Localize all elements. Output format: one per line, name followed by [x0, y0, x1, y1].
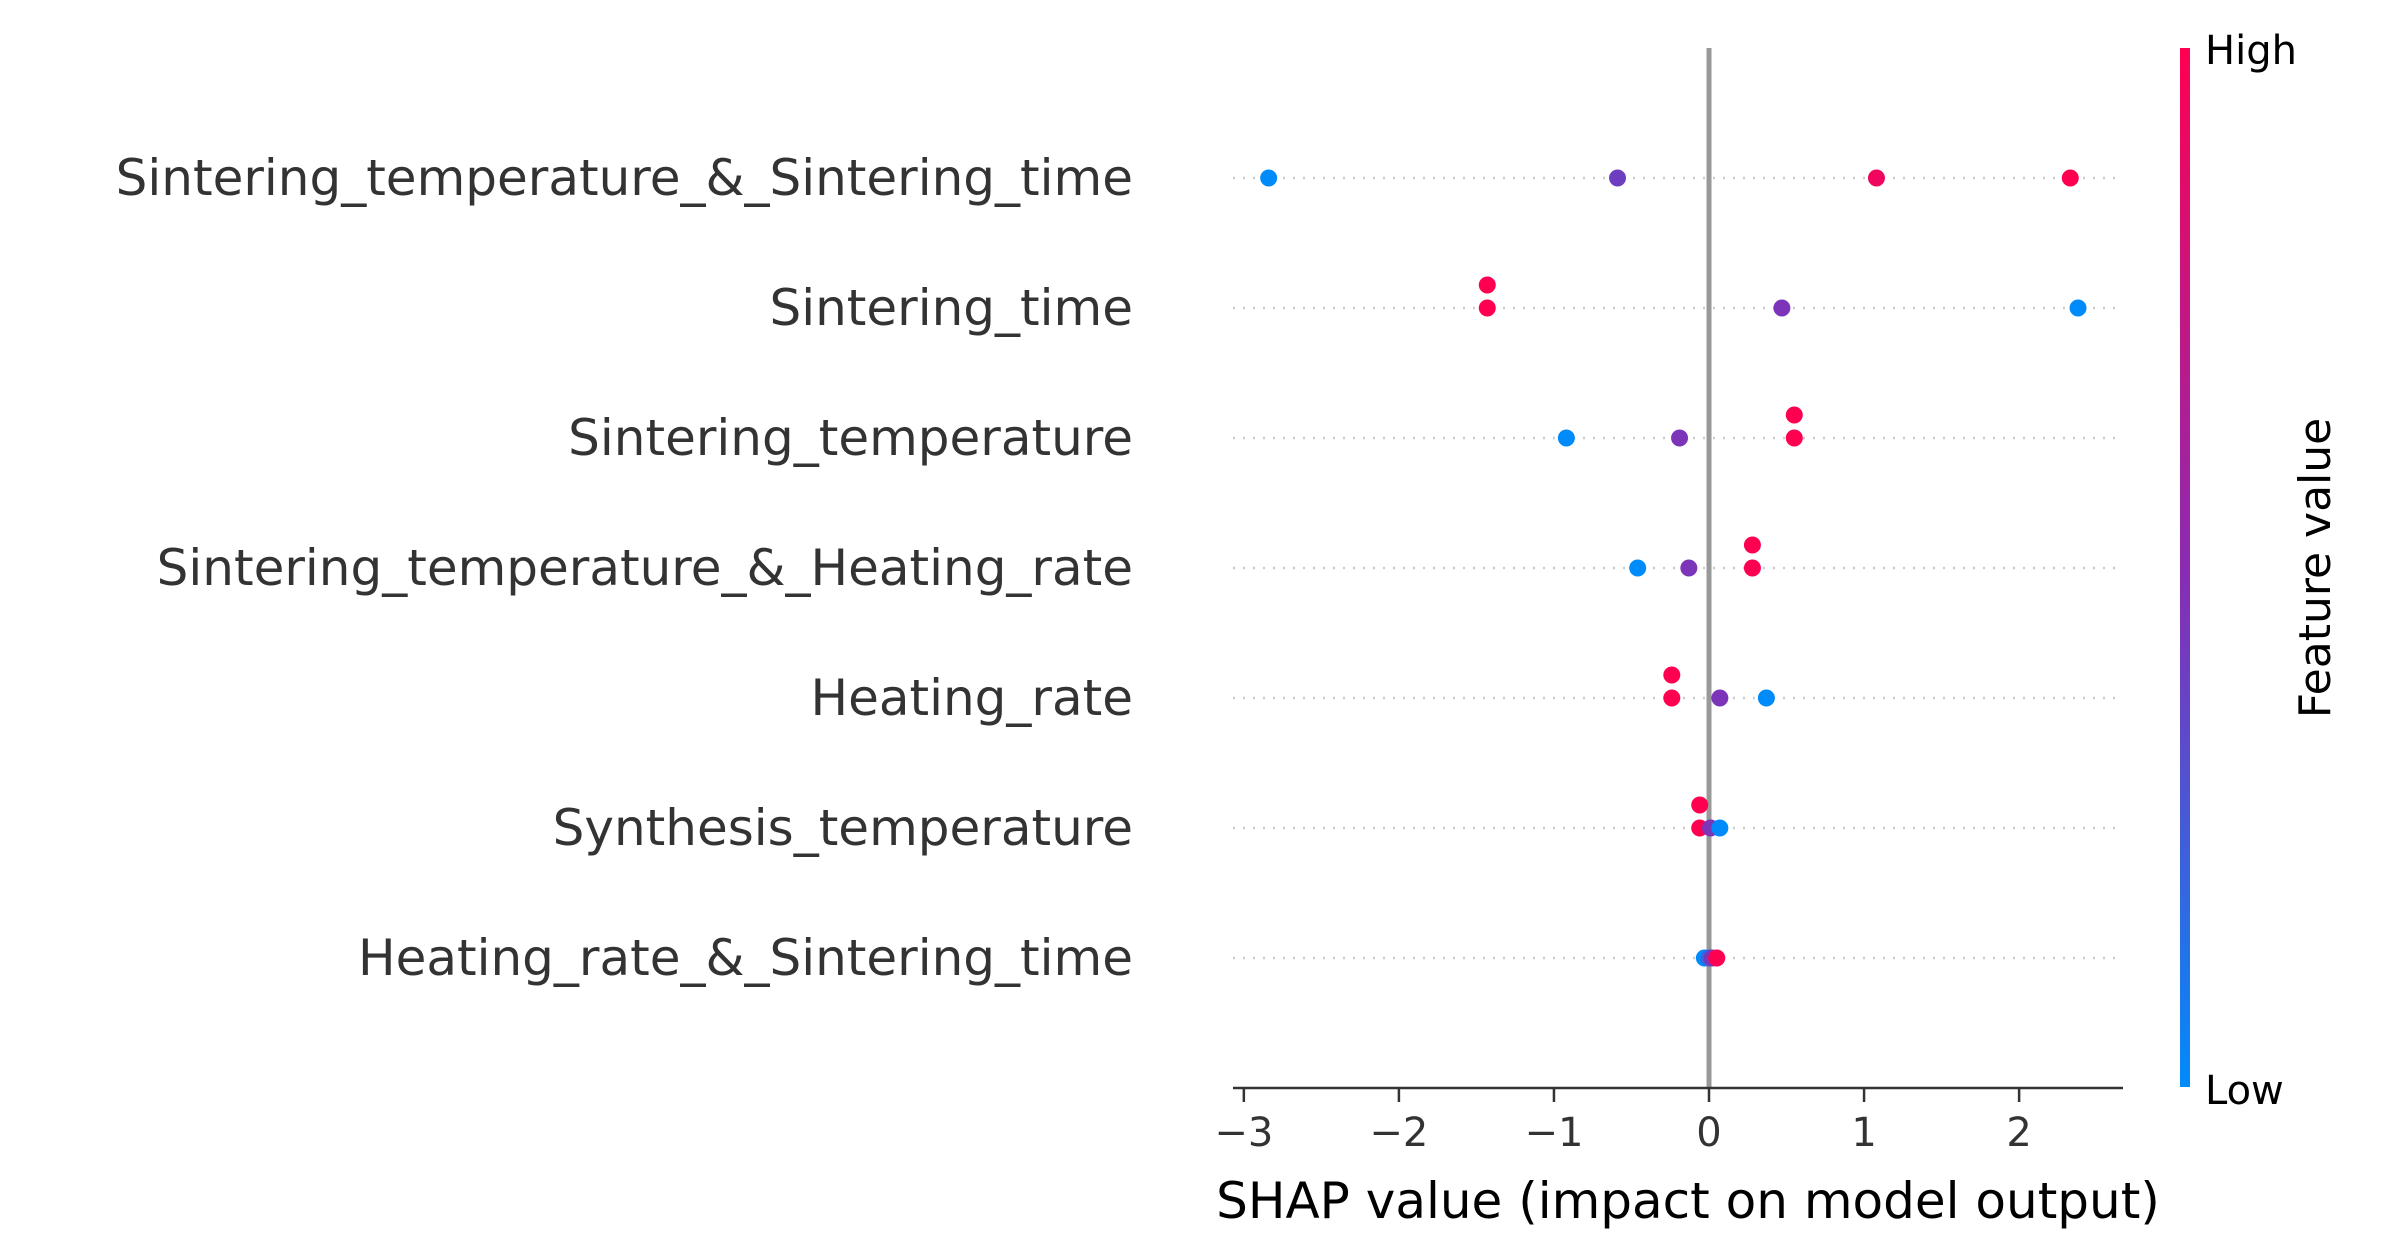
row-guides: [1233, 176, 2123, 960]
x-axis: −3 −2 −1 0 1 2: [1214, 1086, 2123, 1156]
colorbar-gradient: [2180, 48, 2190, 1087]
data-points: [1260, 169, 2087, 967]
data-point: [2061, 169, 2079, 187]
data-point: [1743, 559, 1761, 577]
colorbar: High Low Feature value: [2180, 28, 2341, 1114]
feature-label: Sintering_temperature_&_Heating_rate: [157, 539, 1133, 597]
data-point: [1785, 406, 1803, 424]
feature-label: Synthesis_temperature: [553, 799, 1133, 857]
data-point: [1708, 949, 1726, 967]
data-point: [1773, 299, 1791, 317]
feature-label: Heating_rate: [811, 669, 1134, 727]
colorbar-high-label: High: [2205, 28, 2297, 74]
data-point: [1867, 169, 1885, 187]
x-tick-label: −2: [1369, 1110, 1428, 1156]
x-tick-label: 2: [2006, 1110, 2031, 1156]
x-tick-label: −3: [1214, 1110, 1273, 1156]
data-point: [1671, 429, 1689, 447]
data-point: [2069, 299, 2087, 317]
x-tick-label: 0: [1696, 1110, 1721, 1156]
feature-label: Sintering_time: [769, 279, 1133, 337]
data-point: [1711, 819, 1729, 837]
data-point: [1478, 299, 1496, 317]
data-point: [1680, 559, 1698, 577]
data-point: [1757, 689, 1775, 707]
data-point: [1260, 169, 1278, 187]
x-axis-title: SHAP value (impact on model output): [1216, 1172, 2160, 1230]
data-point: [1478, 276, 1496, 294]
colorbar-title: Feature value: [2290, 418, 2341, 718]
x-tick-label: −1: [1524, 1110, 1583, 1156]
data-point: [1609, 169, 1627, 187]
data-point: [1743, 536, 1761, 554]
data-point: [1785, 429, 1803, 447]
data-point: [1711, 689, 1729, 707]
feature-label: Sintering_temperature: [568, 409, 1133, 467]
data-point: [1629, 559, 1647, 577]
data-point: [1663, 689, 1681, 707]
x-tick-label: 1: [1851, 1110, 1876, 1156]
feature-labels: Sintering_temperature_&_Sintering_time Si…: [116, 149, 1133, 987]
data-point: [1557, 429, 1575, 447]
feature-label: Sintering_temperature_&_Sintering_time: [116, 149, 1133, 207]
data-point: [1663, 666, 1681, 684]
data-point: [1691, 796, 1709, 814]
colorbar-low-label: Low: [2205, 1068, 2284, 1114]
feature-label: Heating_rate_&_Sintering_time: [358, 929, 1133, 987]
